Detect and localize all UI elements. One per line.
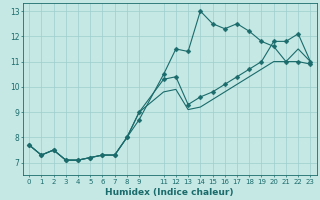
X-axis label: Humidex (Indice chaleur): Humidex (Indice chaleur)	[106, 188, 234, 197]
